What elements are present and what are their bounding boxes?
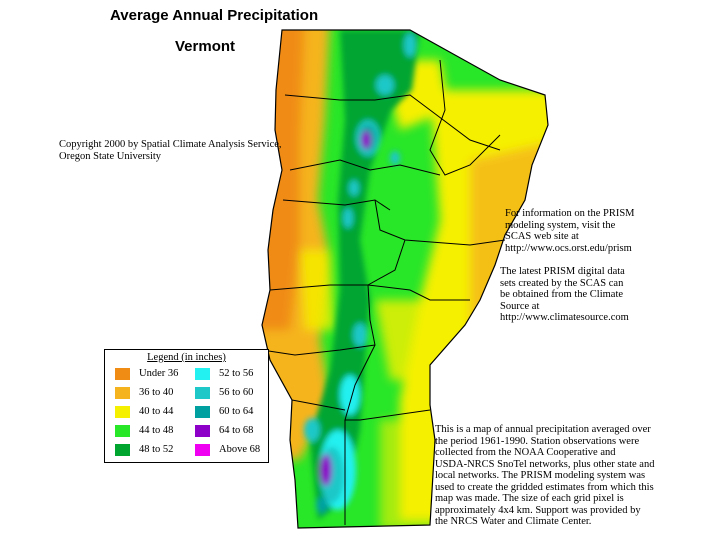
legend-label: Under 36 — [139, 368, 179, 379]
data-source-note: The latest PRISM digital data sets creat… — [500, 266, 629, 323]
legend-item: 56 to 60 — [195, 386, 270, 400]
prism-info-note: For information on the PRISM modeling sy… — [505, 208, 635, 254]
legend-item: 40 to 44 — [115, 405, 190, 419]
legend-swatch — [195, 425, 210, 437]
legend-swatch — [115, 425, 130, 437]
legend-label: 44 to 48 — [139, 425, 174, 436]
legend: Legend (in inches) Under 36 36 to 40 40 to… — [104, 349, 269, 463]
legend-label: 56 to 60 — [219, 387, 254, 398]
map-description: This is a map of annual precipitation av… — [435, 424, 655, 527]
legend-swatch — [115, 368, 130, 380]
legend-item: Above 68 — [195, 443, 270, 457]
legend-swatch — [115, 444, 130, 456]
legend-label: 36 to 40 — [139, 387, 174, 398]
legend-label: 40 to 44 — [139, 406, 174, 417]
legend-swatch — [115, 387, 130, 399]
legend-swatch — [115, 406, 130, 418]
legend-label: 64 to 68 — [219, 425, 254, 436]
county-borders — [261, 59, 506, 525]
legend-item: Under 36 — [115, 367, 190, 381]
map-title: Average Annual Precipitation — [110, 7, 319, 24]
state-name: Vermont — [175, 38, 236, 55]
legend-label: 48 to 52 — [139, 444, 174, 455]
legend-swatch — [195, 444, 210, 456]
legend-item: 44 to 48 — [115, 424, 190, 438]
legend-label: Above 68 — [219, 444, 261, 455]
legend-item: 52 to 56 — [195, 367, 270, 381]
legend-label: 60 to 64 — [219, 406, 254, 417]
legend-item: 36 to 40 — [115, 386, 190, 400]
legend-title: Legend (in inches) — [147, 352, 226, 363]
legend-label: 52 to 56 — [219, 368, 254, 379]
legend-swatch — [195, 368, 210, 380]
copyright-note: Copyright 2000 by Spatial Climate Analys… — [59, 139, 282, 162]
legend-swatch — [195, 406, 210, 418]
legend-item: 64 to 68 — [195, 424, 270, 438]
legend-item: 48 to 52 — [115, 443, 190, 457]
legend-swatch — [195, 387, 210, 399]
legend-item: 60 to 64 — [195, 405, 270, 419]
